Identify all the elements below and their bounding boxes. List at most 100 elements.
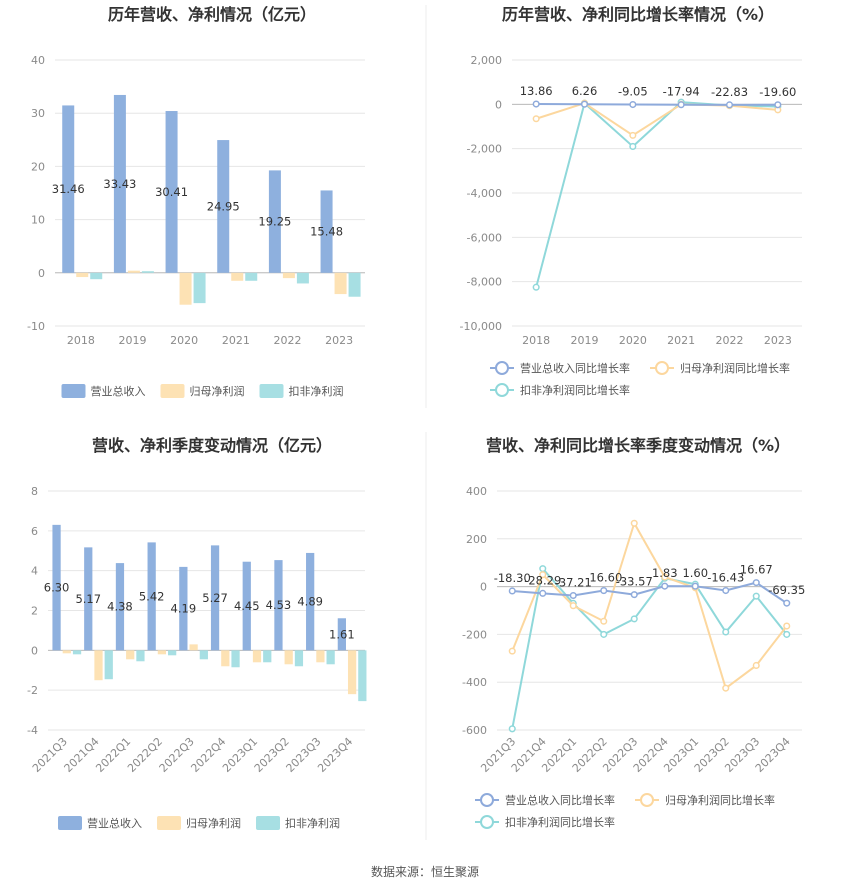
data-point	[629, 131, 637, 139]
x-tick-label: 2022	[274, 334, 302, 347]
y-tick-label: 0	[495, 98, 502, 111]
x-tick-label: 2019	[119, 334, 147, 347]
series-line-net-profit-growth	[535, 102, 778, 137]
data-label: 33.43	[103, 177, 136, 191]
y-tick-label: 200	[466, 533, 487, 546]
y-tick-label: 30	[31, 107, 45, 120]
data-point	[661, 582, 669, 590]
data-point	[630, 591, 638, 599]
y-tick-label: 0	[38, 267, 45, 280]
bar-net-profit	[127, 270, 140, 273]
data-label: 16.67	[740, 563, 773, 577]
legend-label: 营业总收入	[91, 384, 146, 398]
data-point	[725, 101, 734, 109]
data-point	[630, 519, 638, 527]
data-label: 4.53	[266, 598, 292, 612]
y-tick-label: -400	[462, 676, 487, 689]
bar-net-profit	[157, 650, 167, 655]
legend-swatch	[58, 816, 82, 830]
x-tick-label: 2022	[716, 334, 744, 347]
x-tick-label: 2020	[170, 334, 198, 347]
bar-deducted-profit	[296, 272, 309, 284]
data-point	[600, 587, 608, 595]
y-tick-label: -4	[27, 724, 38, 737]
bar-net-profit	[231, 272, 244, 281]
legend-label: 归母净利润同比增长率	[665, 793, 775, 807]
y-tick-label: -4,000	[467, 187, 502, 200]
y-tick-label: 40	[31, 54, 45, 67]
data-point	[661, 573, 669, 581]
y-tick-label: 20	[31, 160, 45, 173]
legend-swatch-marker	[495, 361, 509, 375]
y-tick-label: -200	[462, 628, 487, 641]
legend-swatch	[160, 384, 185, 398]
series-line-revenue-growth	[512, 581, 788, 605]
bar-revenue	[217, 140, 230, 273]
x-tick-label: 2023	[325, 334, 353, 347]
chart-title-annual-growth-rate: 历年营收、净利同比增长率情况（%）	[502, 5, 774, 24]
bar-deducted-profit	[136, 650, 145, 662]
legend-label: 扣非净利润	[289, 384, 344, 398]
bar-net-profit	[126, 650, 135, 660]
data-label: -19.60	[759, 85, 796, 99]
y-tick-label: -2	[27, 684, 38, 697]
bar-revenue	[320, 190, 333, 273]
x-tick-label: 2018	[522, 334, 550, 347]
bar-deducted-profit	[141, 271, 154, 273]
data-label: -37.21	[555, 575, 592, 589]
bar-deducted-profit	[348, 272, 361, 297]
legend-label: 营业总收入	[87, 816, 142, 830]
data-point	[752, 592, 760, 600]
legend-label: 扣非净利润同比增长率	[505, 815, 615, 829]
data-point	[630, 615, 638, 623]
data-label: 4.45	[234, 599, 260, 613]
bar-deducted-profit	[193, 272, 206, 304]
data-point	[569, 602, 577, 610]
chart-annual-growth-rate: 2,000 0 -2,000 -4,000 -6,000 -8,000 -10,000 201…	[460, 54, 802, 397]
data-label: -69.35	[768, 583, 805, 597]
bar-revenue	[165, 111, 178, 273]
bar-deducted-profit	[263, 650, 272, 663]
y-tick-label: 2,000	[471, 54, 503, 67]
legend-swatch-marker	[655, 361, 669, 375]
data-label: 19.25	[258, 215, 291, 229]
bar-net-profit	[221, 650, 230, 667]
data-label: 4.89	[297, 595, 323, 609]
data-point	[569, 591, 577, 600]
legend-label: 归母净利润同比增长率	[680, 361, 790, 375]
legend-label: 扣非净利润同比增长率	[520, 383, 630, 397]
bar-revenue	[115, 563, 125, 651]
bar-net-profit	[189, 644, 198, 651]
data-label: -16.60	[585, 571, 622, 585]
data-label: 5.42	[139, 589, 165, 603]
data-label: 6.30	[44, 581, 70, 595]
bar-revenue	[268, 170, 281, 273]
data-point	[774, 101, 782, 109]
data-label: -28.29	[524, 573, 561, 587]
y-tick-label: 10	[31, 214, 45, 227]
bar-net-profit	[252, 650, 262, 663]
legend-label: 归母净利润	[190, 384, 245, 398]
bar-deducted-profit	[326, 650, 335, 665]
y-tick-label: -600	[462, 724, 487, 737]
bar-deducted-profit	[104, 650, 113, 680]
legend-label: 扣非净利润	[285, 816, 340, 830]
data-point	[722, 628, 730, 636]
bar-net-profit	[334, 272, 347, 295]
data-label: 1.83	[652, 566, 678, 580]
data-point	[539, 565, 547, 573]
bar-deducted-profit	[231, 650, 240, 668]
data-label: -18.30	[494, 571, 531, 585]
bar-revenue	[84, 547, 93, 651]
y-tick-label: -6,000	[467, 231, 502, 244]
legend-swatch	[157, 816, 181, 830]
bar-net-profit	[347, 650, 357, 695]
bar-revenue	[242, 561, 251, 651]
data-point	[722, 684, 730, 692]
chart-title-quarterly-revenue-profit: 营收、净利季度变动情况（亿元）	[92, 436, 332, 455]
y-tick-label: -8,000	[467, 276, 502, 289]
series-line-deducted-profit-growth	[535, 101, 778, 288]
legend-label: 营业总收入同比增长率	[505, 793, 615, 807]
series-line-revenue-growth	[536, 103, 778, 106]
bar-deducted-profit	[168, 650, 177, 656]
